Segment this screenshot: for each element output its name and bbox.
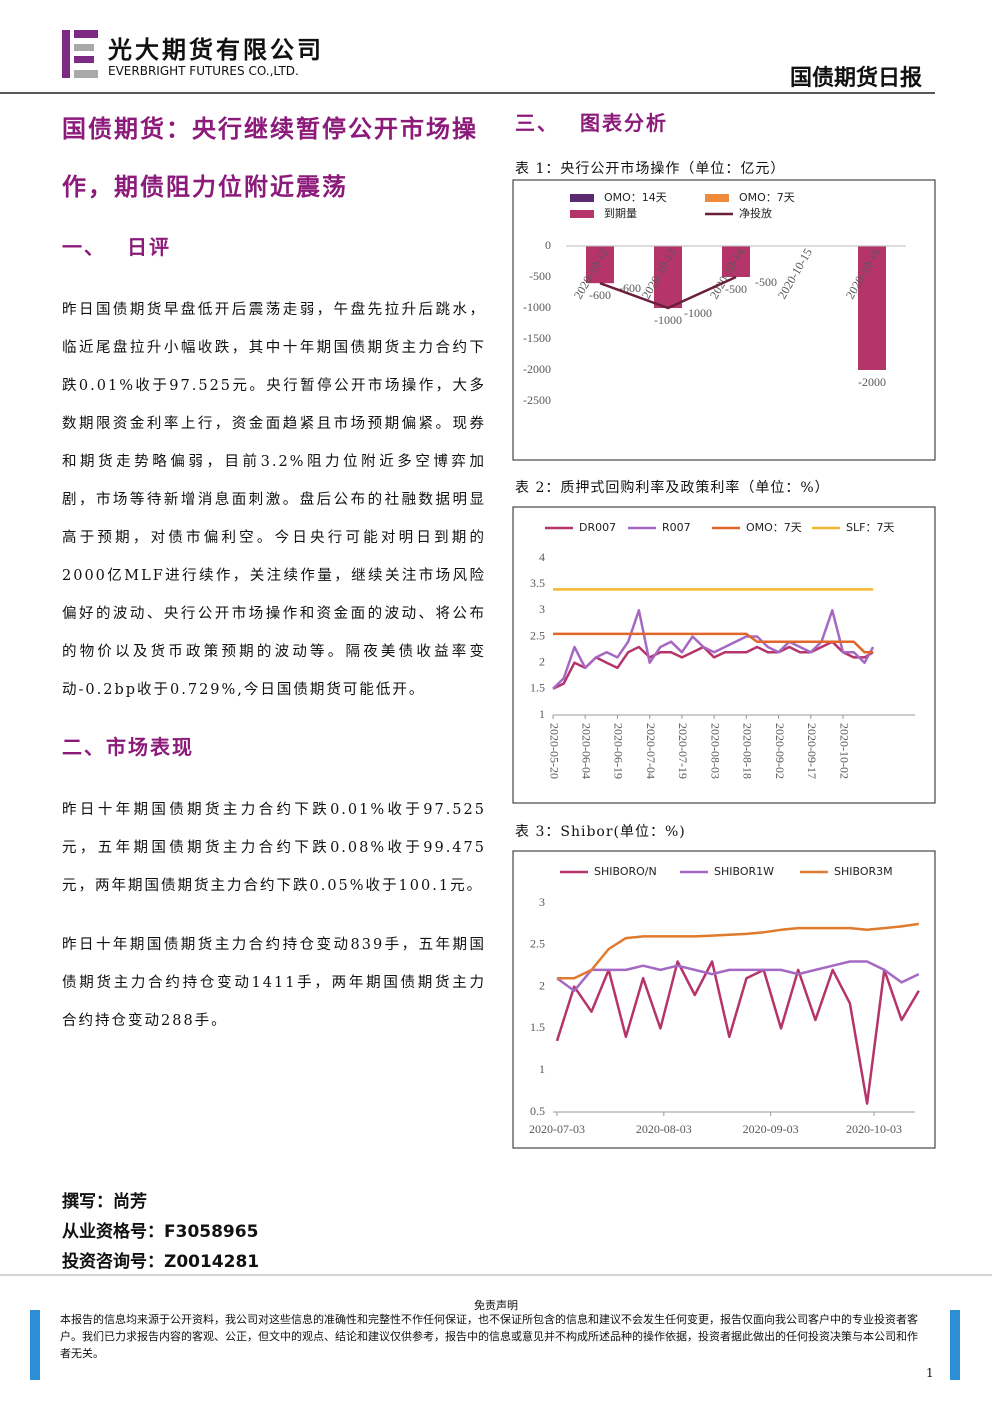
legend-label: 净投放 xyxy=(739,206,772,220)
x-tick-label: 2020-09-03 xyxy=(743,1122,799,1136)
section-heading: 三、 图表分析 xyxy=(515,111,668,135)
bar xyxy=(722,246,750,277)
y-tick-label: 3 xyxy=(539,895,545,909)
x-tick-label: 2020-10-15 xyxy=(775,246,815,301)
y-tick-label: -2500 xyxy=(523,393,551,407)
footer-bar xyxy=(950,1310,960,1380)
disclaimer-title: 免责声明 xyxy=(474,1299,518,1312)
y-tick-label: 2 xyxy=(539,654,545,668)
x-tick-label: 2020-08-03 xyxy=(708,723,722,779)
y-tick-label: 2.5 xyxy=(530,628,545,642)
legend-label: SLF：7天 xyxy=(846,521,894,534)
y-tick-label: 1 xyxy=(539,707,545,721)
line xyxy=(556,960,920,993)
logo xyxy=(62,30,98,78)
legend-swatch xyxy=(570,194,594,202)
chart-frame xyxy=(512,506,936,804)
legend-label: SHIBOR1W xyxy=(714,865,774,878)
y-tick-label: 0.5 xyxy=(530,1104,545,1118)
report-name: 国债期货日报 xyxy=(789,65,922,91)
section-heading: 一、 日评 xyxy=(62,235,171,259)
legend-label: SHIBORO/N xyxy=(594,865,657,878)
line xyxy=(552,609,875,690)
x-tick-label: 2020-07-19 xyxy=(676,723,690,779)
company-name: 光大期货有限公司 xyxy=(108,35,324,64)
y-tick-label: 2 xyxy=(539,978,545,992)
page-number: 1 xyxy=(926,1366,934,1380)
y-tick-label: 3.5 xyxy=(530,576,545,590)
chart-caption: 表 3：Shibor(单位：%) xyxy=(515,824,686,840)
data-label: -2000 xyxy=(858,375,886,389)
x-tick-label: 2020-06-04 xyxy=(579,723,593,779)
data-label: -1000 xyxy=(684,306,712,320)
article-title: 国债期货：央行继续暂停公开市场操作，期债阻力位附近震荡 xyxy=(62,114,478,201)
line xyxy=(599,275,737,310)
y-tick-label: 1.5 xyxy=(530,681,545,695)
paragraph: 昨日十年期国债期货主力合约下跌0.01%收于97.525元，五年期国债期货主力合… xyxy=(62,802,486,894)
legend-swatch xyxy=(705,194,729,202)
x-tick-label: 2020-08-03 xyxy=(636,1122,692,1136)
x-tick-label: 2020-06-19 xyxy=(612,723,626,779)
author: 投资咨询号：Z0014281 xyxy=(62,1252,260,1272)
data-label: -600 xyxy=(619,281,641,295)
legend-label: OMO：14天 xyxy=(604,191,667,204)
x-tick-label: 2020-05-20 xyxy=(547,723,561,779)
data-label: -500 xyxy=(725,282,747,296)
y-tick-label: 0 xyxy=(545,238,551,252)
y-tick-label: 3 xyxy=(539,602,545,616)
legend-label: OMO：7天 xyxy=(739,191,795,204)
y-tick-label: -500 xyxy=(529,269,551,283)
legend-label: 到期量 xyxy=(604,207,637,220)
x-tick-label: 2020-10-02 xyxy=(837,723,851,779)
x-tick-label: 2020-07-04 xyxy=(644,723,658,779)
y-tick-label: 1 xyxy=(539,1062,545,1076)
footer-bar xyxy=(30,1310,40,1380)
data-label: -600 xyxy=(589,288,611,302)
legend-label: OMO：7天 xyxy=(746,521,802,534)
chart-frame xyxy=(512,850,936,1149)
data-label: -1000 xyxy=(654,313,682,327)
y-tick-label: -1500 xyxy=(523,331,551,345)
author: 从业资格号：F3058965 xyxy=(62,1222,259,1242)
chart-frame xyxy=(512,179,936,461)
y-tick-label: 1.5 xyxy=(530,1020,545,1034)
legend-label: R007 xyxy=(662,521,691,534)
paragraph: 昨日十年期国债期货主力合约持仓变动839手，五年期国债期货主力合约持仓变动141… xyxy=(62,937,486,1029)
y-tick-label: -1000 xyxy=(523,300,551,314)
x-tick-label: 2020-07-03 xyxy=(529,1122,585,1136)
line xyxy=(553,632,874,654)
legend-label: DR007 xyxy=(579,521,616,534)
x-tick-label: 2020-08-18 xyxy=(741,723,755,779)
section-heading: 二、市场表现 xyxy=(62,735,194,759)
x-tick-label: 2020-09-02 xyxy=(773,723,787,779)
line xyxy=(552,640,874,690)
company-name-en: EVERBRIGHT FUTURES CO.,LTD. xyxy=(108,64,299,78)
bar xyxy=(586,246,614,284)
y-tick-label: -2000 xyxy=(523,362,551,376)
x-tick-label: 2020-10-03 xyxy=(846,1122,902,1136)
chart-caption: 表 2：质押式回购利率及政策利率（单位：%） xyxy=(515,480,830,496)
y-tick-label: 4 xyxy=(539,550,545,564)
line xyxy=(557,922,919,980)
bar xyxy=(654,246,682,308)
x-tick-label: 2020-09-17 xyxy=(805,723,819,779)
legend-label: SHIBOR3M xyxy=(834,865,893,878)
author: 撰写：尚芳 xyxy=(62,1192,147,1212)
legend-swatch xyxy=(570,210,594,218)
disclaimer-text: 本报告的信息均来源于公开资料，我公司对这些信息的准确性和完整性不作任何保证，也不… xyxy=(60,1313,918,1360)
y-tick-label: 2.5 xyxy=(530,937,545,951)
paragraph: 昨日国债期货早盘低开后震荡走弱，午盘先拉升后跳水，临近尾盘拉升小幅收跌，其中十年… xyxy=(62,302,486,698)
data-label: -500 xyxy=(755,275,777,289)
chart-caption: 表 1：央行公开市场操作（单位：亿元） xyxy=(515,161,786,177)
line xyxy=(555,960,920,1105)
bar xyxy=(858,246,886,370)
